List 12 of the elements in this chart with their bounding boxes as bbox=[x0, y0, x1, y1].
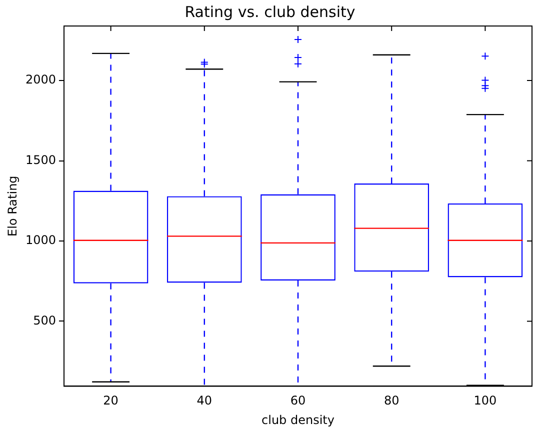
x-tick-label: 80 bbox=[384, 394, 400, 408]
x-axis-title: club density bbox=[262, 412, 334, 427]
x-tick-label: 100 bbox=[474, 394, 497, 408]
x-tick-label: 40 bbox=[196, 394, 212, 408]
y-tick-label: 500 bbox=[33, 313, 56, 328]
y-tick-label: 2000 bbox=[25, 72, 56, 87]
y-tick-label: 1000 bbox=[25, 233, 56, 248]
y-axis-title: Elo Rating bbox=[5, 176, 20, 236]
chart-title: Rating vs. club density bbox=[184, 2, 356, 21]
y-tick-label: 1500 bbox=[25, 152, 56, 167]
x-tick-label: 20 bbox=[103, 394, 118, 408]
x-tick-label: 60 bbox=[290, 394, 306, 408]
